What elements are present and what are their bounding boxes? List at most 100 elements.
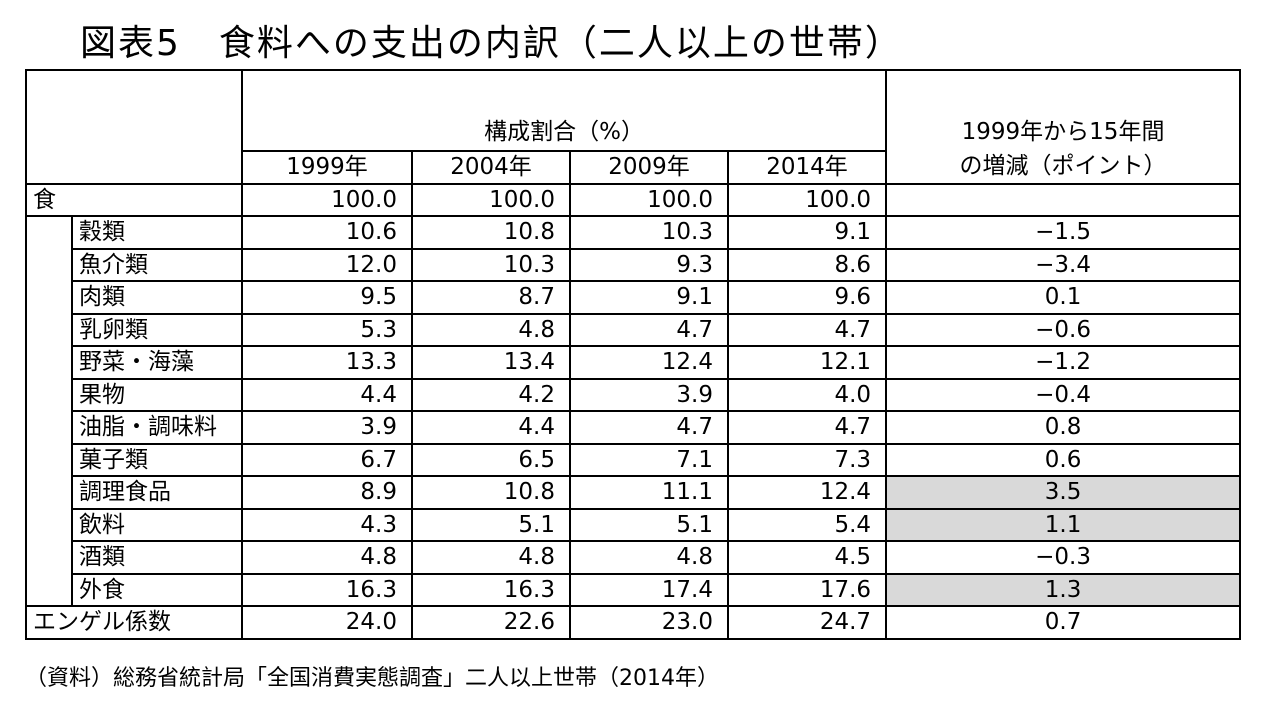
ratio-value: 4.2 bbox=[411, 377, 571, 412]
indent-cell bbox=[25, 443, 73, 476]
ratio-value: 10.8 bbox=[411, 475, 571, 510]
ratio-value: 9.1 bbox=[569, 280, 729, 315]
change-value: −1.2 bbox=[885, 345, 1242, 380]
change-value: 0.1 bbox=[885, 280, 1242, 315]
table-row: 飲料 4.3 5.1 5.1 5.4 1.1 bbox=[25, 507, 1242, 542]
total-food-label-tail bbox=[72, 182, 243, 217]
ratio-value: 3.9 bbox=[569, 377, 729, 412]
ratio-value: 5.4 bbox=[726, 507, 888, 542]
engel-row: エンゲル係数 24.0 22.6 23.0 24.7 0.7 bbox=[25, 605, 1242, 640]
ratio-value: 9.5 bbox=[241, 280, 413, 315]
table-row: 肉類 9.5 8.7 9.1 9.6 0.1 bbox=[25, 280, 1242, 315]
indent-cell bbox=[25, 216, 73, 249]
ratio-value: 7.3 bbox=[726, 442, 888, 477]
item-label: 乳卵類 bbox=[71, 312, 243, 347]
year-header: 1999年 bbox=[241, 150, 413, 185]
year-header: 2014年 bbox=[726, 150, 888, 185]
table-row: 油脂・調味料 3.9 4.4 4.7 4.7 0.8 bbox=[25, 410, 1242, 445]
change-value: 0.6 bbox=[885, 442, 1242, 477]
ratio-value: 11.1 bbox=[569, 475, 729, 510]
engel-value: 24.7 bbox=[726, 605, 888, 640]
ratio-value: 12.4 bbox=[726, 475, 888, 510]
ratio-value: 4.7 bbox=[569, 312, 729, 347]
indent-cell bbox=[25, 541, 73, 574]
table-row: 野菜・海藻 13.3 13.4 12.4 12.1 −1.2 bbox=[25, 345, 1242, 380]
ratio-value: 16.3 bbox=[241, 572, 413, 607]
ratio-value: 8.6 bbox=[726, 247, 888, 282]
header-row-years: 1999年 2004年 2009年 2014年 bbox=[26, 150, 1240, 185]
ratio-value: 6.5 bbox=[411, 442, 571, 477]
ratio-value: 13.4 bbox=[411, 345, 571, 380]
engel-label: エンゲル係数 bbox=[25, 605, 243, 640]
change-value: 0.8 bbox=[885, 410, 1242, 445]
indent-cell bbox=[25, 411, 73, 444]
indent-cell bbox=[25, 248, 73, 281]
ratio-value: 13.3 bbox=[241, 345, 413, 380]
year-header: 2004年 bbox=[411, 150, 571, 185]
ratio-value: 4.4 bbox=[411, 410, 571, 445]
ratio-value: 17.4 bbox=[569, 572, 729, 607]
ratio-value: 10.6 bbox=[241, 215, 413, 250]
ratio-value: 4.7 bbox=[726, 312, 888, 347]
indent-cell bbox=[25, 281, 73, 314]
indent-cell bbox=[25, 508, 73, 541]
table-row: 調理食品 8.9 10.8 11.1 12.4 3.5 bbox=[25, 475, 1242, 510]
indent-cell bbox=[25, 313, 73, 346]
table-row: 酒類 4.8 4.8 4.8 4.5 −0.3 bbox=[25, 540, 1242, 575]
total-food-row: 食 料 100.0 100.0 100.0 100.0 bbox=[25, 182, 1242, 217]
ratio-value: 4.3 bbox=[241, 507, 413, 542]
table-row: 外食 16.3 16.3 17.4 17.6 1.3 bbox=[25, 572, 1242, 607]
ratio-value: 8.9 bbox=[241, 475, 413, 510]
ratio-value: 5.1 bbox=[569, 507, 729, 542]
ratio-value: 4.7 bbox=[569, 410, 729, 445]
ratio-value: 7.1 bbox=[569, 442, 729, 477]
ratio-value: 9.3 bbox=[569, 247, 729, 282]
engel-value: 24.0 bbox=[241, 605, 413, 640]
year-header: 2009年 bbox=[569, 150, 729, 185]
ratio-value: 10.8 bbox=[411, 215, 571, 250]
engel-value: 22.6 bbox=[411, 605, 571, 640]
table-row: 果物 4.4 4.2 3.9 4.0 −0.4 bbox=[25, 377, 1242, 412]
ratio-value: 17.6 bbox=[726, 572, 888, 607]
item-label: 酒類 bbox=[71, 540, 243, 575]
change-value: −3.4 bbox=[885, 247, 1242, 282]
engel-change: 0.7 bbox=[885, 605, 1242, 640]
food-expenditure-table: 構成割合（%） 1999年から15年間 の増減（ポイント） 1999年 2004… bbox=[25, 69, 1242, 640]
ratio-value: 4.8 bbox=[569, 540, 729, 575]
ratio-value: 4.5 bbox=[726, 540, 888, 575]
table-row: 菓子類 6.7 6.5 7.1 7.3 0.6 bbox=[25, 442, 1242, 477]
ratio-value: 3.9 bbox=[241, 410, 413, 445]
table-row: 穀類 10.6 10.8 10.3 9.1 −1.5 bbox=[25, 215, 1242, 250]
ratio-value: 4.8 bbox=[411, 312, 571, 347]
total-food-value: 100.0 bbox=[411, 182, 571, 217]
page-title: 図表5 食料への支出の内訳（二人以上の世帯） bbox=[80, 23, 903, 64]
total-food-label: 食 料 bbox=[25, 182, 72, 217]
ratio-value: 10.3 bbox=[411, 247, 571, 282]
item-label: 野菜・海藻 bbox=[71, 345, 243, 380]
indent-cell bbox=[25, 378, 73, 411]
ratio-value: 4.0 bbox=[726, 377, 888, 412]
change-value: −0.3 bbox=[885, 540, 1242, 575]
ratio-value: 16.3 bbox=[411, 572, 571, 607]
ratio-value: 10.3 bbox=[569, 215, 729, 250]
ratio-value: 4.8 bbox=[241, 540, 413, 575]
change-value: −0.6 bbox=[885, 312, 1242, 347]
change-value: −1.5 bbox=[885, 215, 1242, 250]
change-value: 1.3 bbox=[885, 572, 1242, 607]
source-note: （資料）総務省統計局「全国消費実態調査」二人以上世帯（2014年） bbox=[25, 666, 719, 691]
header-row-top: 構成割合（%） 1999年から15年間 の増減（ポイント） bbox=[25, 69, 1242, 185]
total-food-change bbox=[885, 182, 1242, 217]
ratio-value: 4.4 bbox=[241, 377, 413, 412]
total-food-value: 100.0 bbox=[726, 182, 888, 217]
table-row: 魚介類 12.0 10.3 9.3 8.6 −3.4 bbox=[25, 247, 1242, 282]
ratio-value: 12.1 bbox=[726, 345, 888, 380]
ratio-value: 12.4 bbox=[569, 345, 729, 380]
ratio-value: 5.3 bbox=[241, 312, 413, 347]
change-header: 1999年から15年間 の増減（ポイント） bbox=[885, 69, 1242, 185]
ratio-value: 4.8 bbox=[411, 540, 571, 575]
item-label: 果物 bbox=[71, 377, 243, 412]
item-label: 魚介類 bbox=[71, 247, 243, 282]
item-label: 調理食品 bbox=[71, 475, 243, 510]
change-value: 1.1 bbox=[885, 507, 1242, 542]
total-food-value: 100.0 bbox=[241, 182, 413, 217]
